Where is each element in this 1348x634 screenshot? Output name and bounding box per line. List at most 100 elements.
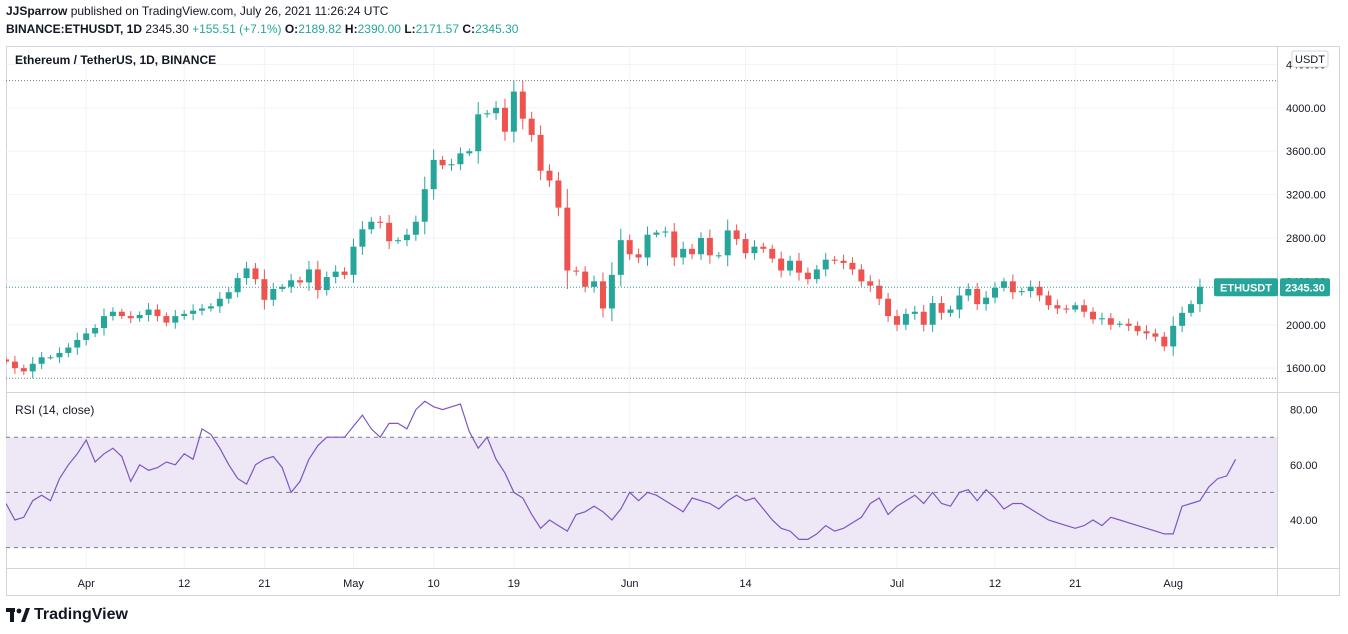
candle-up[interactable] [368,221,375,230]
candle-up[interactable] [457,153,464,165]
candle-up[interactable] [92,328,99,334]
candle-down[interactable] [154,309,161,317]
candle-up[interactable] [929,303,936,325]
candle-up[interactable] [172,316,179,323]
candle-up[interactable] [983,297,990,305]
candle-down[interactable] [920,311,927,325]
candle-down[interactable] [635,254,642,258]
candle-up[interactable] [956,295,963,310]
candle-up[interactable] [243,268,250,279]
candle-up[interactable] [216,298,223,307]
candle-up[interactable] [136,314,143,319]
candle-down[interactable] [118,311,125,317]
currency-badge[interactable]: USDT [1291,50,1329,68]
candle-down[interactable] [706,237,713,256]
candle-up[interactable] [181,313,188,317]
candle-up[interactable] [395,240,402,242]
candle-down[interactable] [519,91,526,119]
candle-down[interactable] [1125,323,1132,326]
candle-up[interactable] [332,271,339,278]
candle-down[interactable] [974,288,981,305]
candle-down[interactable] [377,221,384,223]
candle-down[interactable] [769,248,776,259]
candle-down[interactable] [795,260,802,273]
tradingview-logo[interactable]: TradingView [6,606,128,624]
candle-down[interactable] [689,248,696,255]
candle-up[interactable] [822,259,829,270]
candle-down[interactable] [564,207,571,271]
candle-up[interactable] [430,159,437,190]
candle-up[interactable] [475,114,482,152]
candle-down[interactable] [1009,281,1016,293]
candle-down[interactable] [127,316,134,319]
candle-up[interactable] [1170,325,1177,347]
candle-down[interactable] [938,303,945,313]
candle-up[interactable] [1196,286,1203,305]
candle-up[interactable] [617,240,624,275]
candle-down[interactable] [341,271,348,275]
candle-up[interactable] [644,234,651,258]
candle-down[interactable] [573,270,580,272]
candle-up[interactable] [448,164,455,166]
candle-up[interactable] [902,313,909,325]
candle-down[interactable] [1081,305,1088,312]
candle-up[interactable] [38,357,45,364]
candle-down[interactable] [314,269,321,291]
candle-up[interactable] [234,278,241,293]
candle-down[interactable] [11,361,18,369]
candle-down[interactable] [1063,308,1070,310]
candle-up[interactable] [279,286,286,289]
candle-up[interactable] [270,288,277,300]
candle-up[interactable] [1018,291,1025,293]
candle-up[interactable] [29,363,36,372]
candle-up[interactable] [74,339,81,348]
candle-up[interactable] [359,229,366,247]
candle-down[interactable] [297,280,304,283]
candle-up[interactable] [1098,318,1105,320]
candle-down[interactable] [1036,286,1043,296]
candle-up[interactable] [653,232,660,235]
candle-down[interactable] [163,316,170,323]
candle-down[interactable] [1045,295,1052,306]
candle-up[interactable] [813,269,820,280]
candle-down[interactable] [894,316,900,325]
candle-down[interactable] [742,239,749,254]
candle-down[interactable] [626,240,633,255]
candle-down[interactable] [1134,325,1141,332]
candle-up[interactable] [288,280,295,287]
candle-up[interactable] [1179,312,1186,326]
candle-down[interactable] [876,285,883,299]
candle-up[interactable] [207,306,214,309]
candle-down[interactable] [885,298,892,317]
candle-down[interactable] [1090,311,1097,320]
candle-up[interactable] [145,309,152,315]
candle-up[interactable] [680,248,687,258]
candle-up[interactable] [1116,323,1123,325]
candle-down[interactable] [778,258,785,271]
candle-down[interactable] [599,281,606,309]
candle-up[interactable] [83,333,90,340]
candle-up[interactable] [608,274,615,309]
candle-down[interactable] [1054,305,1061,309]
candle-up[interactable] [199,308,206,311]
candle-up[interactable] [493,107,500,114]
candle-down[interactable] [20,368,27,372]
candle-up[interactable] [225,292,232,299]
candle-up[interactable] [190,310,197,314]
candle-down[interactable] [252,268,259,280]
chart-canvas[interactable]: 1600.002000.002400.002800.003200.003600.… [6,46,1340,596]
candle-up[interactable] [992,287,999,298]
candle-up[interactable] [403,234,410,241]
candle-down[interactable] [831,259,838,261]
candle-down[interactable] [1152,333,1159,337]
candle-up[interactable] [510,91,517,132]
candle-up[interactable] [109,311,116,317]
candle-up[interactable] [724,230,731,256]
candle-up[interactable] [323,277,330,291]
candle-down[interactable] [546,170,553,181]
candle-up[interactable] [47,357,54,359]
candle-up[interactable] [101,316,108,329]
candle-down[interactable] [858,269,865,282]
candle-down[interactable] [760,246,767,249]
candle-up[interactable] [65,347,72,353]
